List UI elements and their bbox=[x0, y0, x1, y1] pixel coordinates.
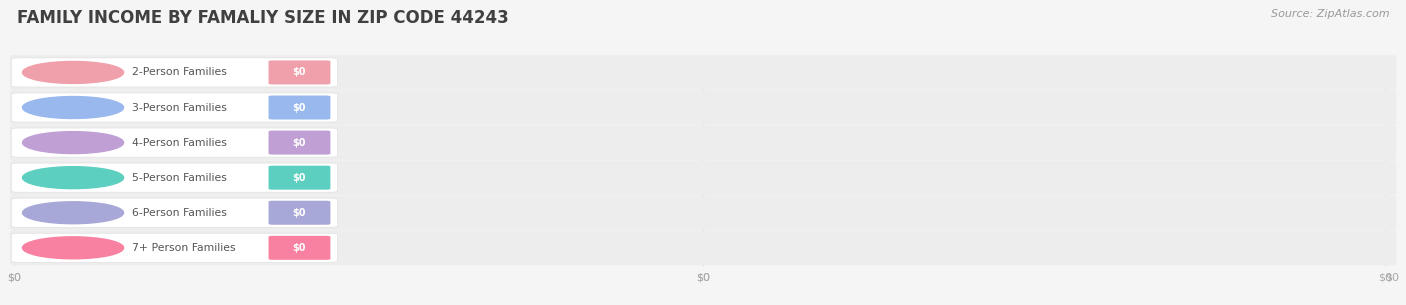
FancyBboxPatch shape bbox=[11, 198, 337, 227]
FancyBboxPatch shape bbox=[11, 233, 337, 262]
FancyBboxPatch shape bbox=[269, 201, 330, 225]
Circle shape bbox=[22, 237, 124, 259]
Text: $0: $0 bbox=[292, 138, 307, 148]
FancyBboxPatch shape bbox=[10, 90, 1396, 125]
Text: $0: $0 bbox=[292, 243, 307, 253]
FancyBboxPatch shape bbox=[269, 131, 330, 155]
Text: $0: $0 bbox=[292, 102, 307, 113]
Text: $0: $0 bbox=[292, 208, 307, 218]
Text: $0: $0 bbox=[7, 273, 21, 283]
Circle shape bbox=[22, 62, 124, 83]
FancyBboxPatch shape bbox=[11, 163, 337, 192]
Text: $0: $0 bbox=[7, 273, 21, 283]
FancyBboxPatch shape bbox=[10, 125, 1396, 160]
FancyBboxPatch shape bbox=[11, 128, 337, 157]
Text: $0: $0 bbox=[292, 67, 307, 77]
Text: 7+ Person Families: 7+ Person Families bbox=[132, 243, 236, 253]
Text: 6-Person Families: 6-Person Families bbox=[132, 208, 226, 218]
Text: $0: $0 bbox=[696, 273, 710, 283]
Text: $0: $0 bbox=[1385, 273, 1399, 283]
Text: Source: ZipAtlas.com: Source: ZipAtlas.com bbox=[1271, 9, 1389, 19]
Circle shape bbox=[22, 202, 124, 224]
Text: $0: $0 bbox=[696, 273, 710, 283]
FancyBboxPatch shape bbox=[10, 231, 1396, 265]
FancyBboxPatch shape bbox=[269, 236, 330, 260]
Text: $0: $0 bbox=[292, 173, 307, 183]
Text: $0: $0 bbox=[1378, 273, 1392, 283]
Circle shape bbox=[22, 97, 124, 118]
Circle shape bbox=[22, 167, 124, 188]
FancyBboxPatch shape bbox=[269, 166, 330, 190]
Circle shape bbox=[22, 132, 124, 153]
Text: 4-Person Families: 4-Person Families bbox=[132, 138, 226, 148]
FancyBboxPatch shape bbox=[11, 58, 337, 87]
FancyBboxPatch shape bbox=[11, 93, 337, 122]
FancyBboxPatch shape bbox=[269, 95, 330, 120]
Text: 2-Person Families: 2-Person Families bbox=[132, 67, 226, 77]
FancyBboxPatch shape bbox=[269, 60, 330, 84]
FancyBboxPatch shape bbox=[10, 196, 1396, 230]
FancyBboxPatch shape bbox=[10, 55, 1396, 90]
Text: 5-Person Families: 5-Person Families bbox=[132, 173, 226, 183]
Text: 3-Person Families: 3-Person Families bbox=[132, 102, 226, 113]
FancyBboxPatch shape bbox=[10, 160, 1396, 195]
Text: FAMILY INCOME BY FAMALIY SIZE IN ZIP CODE 44243: FAMILY INCOME BY FAMALIY SIZE IN ZIP COD… bbox=[17, 9, 509, 27]
